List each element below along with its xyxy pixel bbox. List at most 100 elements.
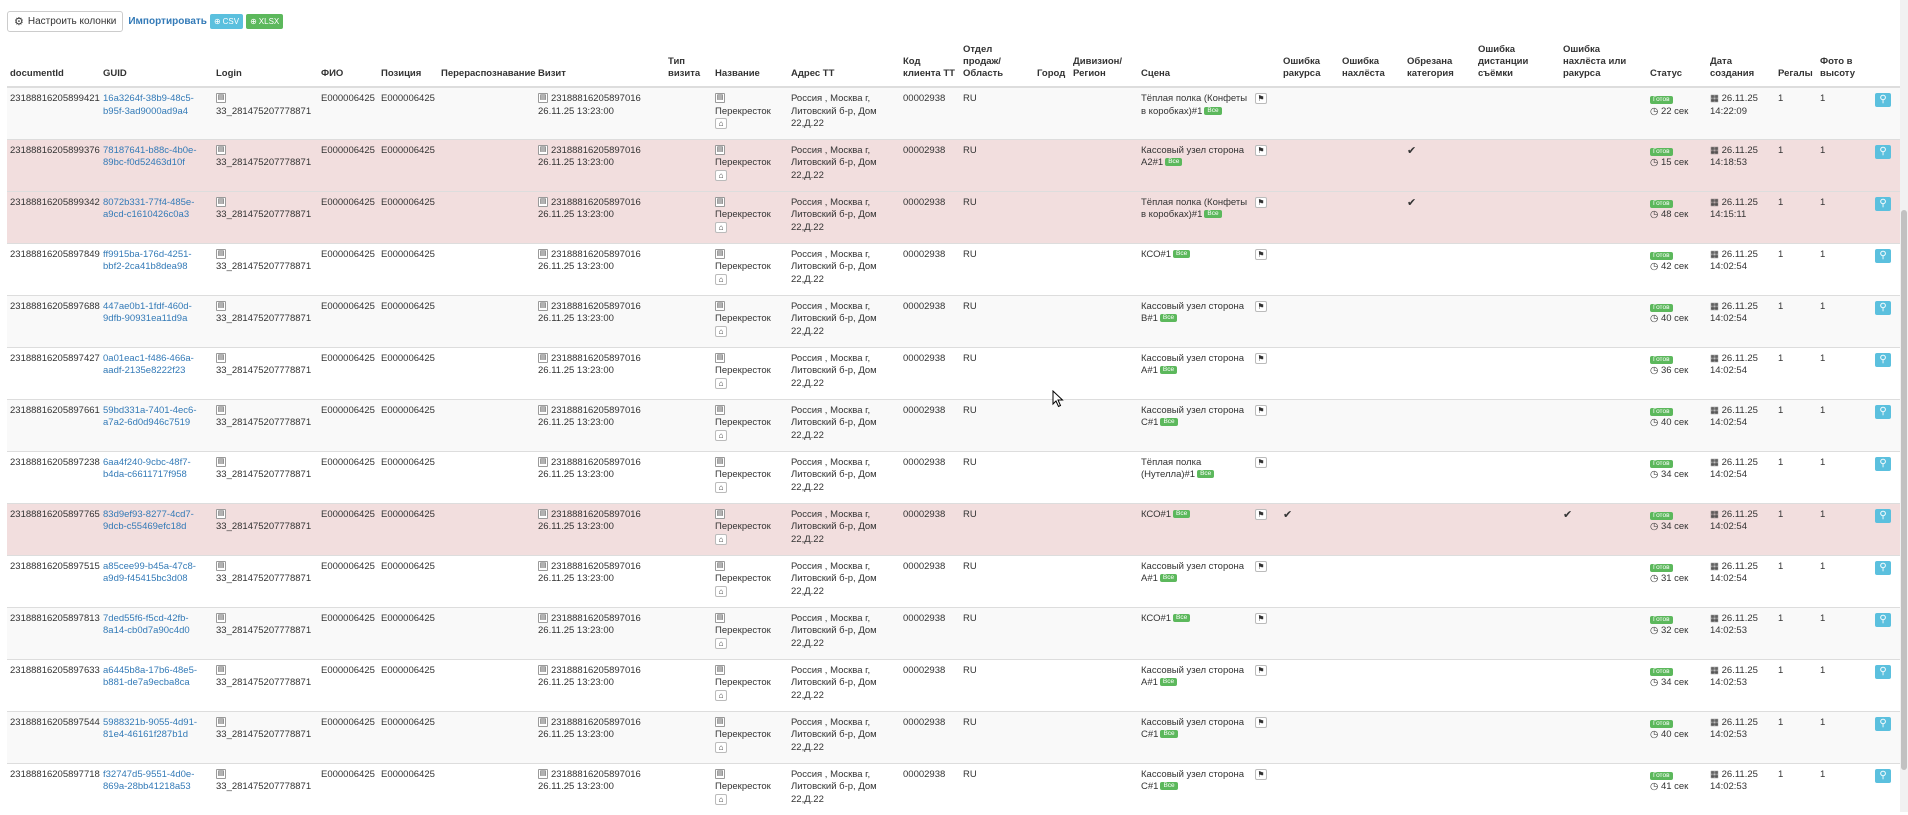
document-icon[interactable]: ▤: [216, 248, 226, 259]
document-icon[interactable]: ▤: [216, 196, 226, 207]
document-icon[interactable]: ▤: [715, 768, 725, 779]
search-icon[interactable]: ⚲: [1875, 196, 1891, 211]
search-icon[interactable]: ⚲: [1875, 352, 1891, 367]
flag-icon[interactable]: ⚑: [1255, 144, 1267, 156]
document-icon[interactable]: ▤: [538, 508, 548, 519]
column-header[interactable]: Визит: [535, 36, 665, 88]
home-icon[interactable]: ⌂: [715, 169, 727, 181]
document-icon[interactable]: ▤: [715, 456, 725, 467]
column-header[interactable]: Login: [213, 36, 318, 88]
column-header[interactable]: documentId: [7, 36, 100, 88]
table-row[interactable]: 23188816205899376 78187641-b88c-4b0e-89bc…: [7, 138, 1904, 191]
home-icon[interactable]: ⌂: [715, 221, 727, 233]
guid-link[interactable]: 78187641-b88c-4b0e-89bc-f0d52463d10f: [103, 144, 197, 169]
guid-link[interactable]: 83d9ef93-8277-4cd7-9dcb-c55469efc18d: [103, 508, 194, 533]
column-header[interactable]: Название: [712, 36, 788, 88]
guid-link[interactable]: 7ded55f6-f5cd-42fb-8a14-cb0d7a90c4d0: [103, 612, 190, 637]
column-header[interactable]: Дивизион/ Регион: [1070, 36, 1138, 88]
guid-link[interactable]: 8072b331-77f4-485e-a9cd-c1610426c0a3: [103, 196, 195, 221]
document-icon[interactable]: ▤: [216, 300, 226, 311]
search-icon[interactable]: ⚲: [1875, 300, 1891, 315]
flag-icon[interactable]: ⚑: [1255, 248, 1267, 260]
table-row[interactable]: 23188816205897849 ff9915ba-176d-4251-bbf2…: [7, 242, 1904, 295]
home-icon[interactable]: ⌂: [715, 585, 727, 597]
document-icon[interactable]: ▤: [538, 300, 548, 311]
table-row[interactable]: 23188816205897688 447ae0b1-1fdf-460d-9dfb…: [7, 294, 1904, 347]
document-icon[interactable]: ▤: [538, 664, 548, 675]
home-icon[interactable]: ⌂: [715, 793, 727, 805]
document-icon[interactable]: ▤: [538, 716, 548, 727]
guid-link[interactable]: a85cee99-b45a-47c8-a9d9-f45415bc3d08: [103, 560, 196, 585]
column-header[interactable]: Позиция: [378, 36, 438, 88]
flag-icon[interactable]: ⚑: [1255, 196, 1267, 208]
column-header[interactable]: Код клиента ТТ: [900, 36, 960, 88]
document-icon[interactable]: ▤: [715, 196, 725, 207]
document-icon[interactable]: ▤: [538, 404, 548, 415]
document-icon[interactable]: ▤: [715, 508, 725, 519]
document-icon[interactable]: ▤: [715, 560, 725, 571]
column-header[interactable]: Перераспознавание: [438, 36, 536, 88]
document-icon[interactable]: ▤: [216, 664, 226, 675]
home-icon[interactable]: ⌂: [715, 377, 727, 389]
scrollbar-thumb[interactable]: [1901, 210, 1907, 770]
column-header[interactable]: Статус: [1647, 36, 1707, 88]
search-icon[interactable]: ⚲: [1875, 560, 1891, 575]
column-header[interactable]: GUID: [100, 36, 213, 88]
column-header[interactable]: Ошибка нахлёста или ракурса: [1560, 36, 1647, 88]
flag-icon[interactable]: ⚑: [1255, 768, 1267, 780]
table-row[interactable]: 23188816205897238 6aa4f240-9cbc-48f7-b4da…: [7, 450, 1904, 503]
guid-link[interactable]: a6445b8a-17b6-48e5-b881-de7a9ecba8ca: [103, 664, 198, 689]
column-header[interactable]: Дата создания: [1707, 36, 1775, 88]
guid-link[interactable]: 5988321b-9055-4d91-81e4-46161f287b1d: [103, 716, 198, 741]
guid-link[interactable]: 59bd331a-7401-4ec6-a7a2-6d0d946c7519: [103, 404, 197, 429]
search-icon[interactable]: ⚲: [1875, 93, 1891, 107]
table-row[interactable]: 23188816205897633 a6445b8a-17b6-48e5-b881…: [7, 658, 1904, 711]
document-icon[interactable]: ▤: [538, 93, 548, 104]
home-icon[interactable]: ⌂: [715, 429, 727, 441]
document-icon[interactable]: ▤: [715, 612, 725, 623]
document-icon[interactable]: ▤: [216, 560, 226, 571]
guid-link[interactable]: 0a01eac1-f486-466a-aadf-2135e8222f23: [103, 352, 194, 377]
home-icon[interactable]: ⌂: [715, 741, 727, 753]
column-header[interactable]: Регалы: [1775, 36, 1817, 88]
document-icon[interactable]: ▤: [538, 612, 548, 623]
export-csv-button[interactable]: ⊕ CSV: [209, 14, 244, 29]
flag-icon[interactable]: ⚑: [1255, 404, 1267, 416]
vertical-scrollbar[interactable]: [1900, 0, 1908, 812]
home-icon[interactable]: ⌂: [715, 689, 727, 701]
table-row[interactable]: 23188816205897661 59bd331a-7401-4ec6-a7a2…: [7, 398, 1904, 451]
home-icon[interactable]: ⌂: [715, 533, 727, 545]
document-icon[interactable]: ▤: [216, 508, 226, 519]
home-icon[interactable]: ⌂: [715, 118, 727, 129]
search-icon[interactable]: ⚲: [1875, 664, 1891, 679]
column-header[interactable]: Отдел продаж/ Область: [960, 36, 1034, 88]
flag-icon[interactable]: ⚑: [1255, 508, 1267, 520]
search-icon[interactable]: ⚲: [1875, 456, 1891, 471]
home-icon[interactable]: ⌂: [715, 637, 727, 649]
document-icon[interactable]: ▤: [538, 768, 548, 779]
flag-icon[interactable]: ⚑: [1255, 300, 1267, 312]
column-header[interactable]: Ошибка нахлёста: [1339, 36, 1404, 88]
search-icon[interactable]: ⚲: [1875, 248, 1891, 263]
document-icon[interactable]: ▤: [216, 716, 226, 727]
document-icon[interactable]: ▤: [538, 196, 548, 207]
document-icon[interactable]: ▤: [715, 248, 725, 259]
column-header[interactable]: Тип визита: [665, 36, 712, 88]
home-icon[interactable]: ⌂: [715, 481, 727, 493]
document-icon[interactable]: ▤: [715, 404, 725, 415]
flag-icon[interactable]: ⚑: [1255, 560, 1267, 572]
guid-link[interactable]: 16a3264f-38b9-48c5-b95f-3ad9000ad9a4: [103, 93, 194, 117]
document-icon[interactable]: ▤: [216, 404, 226, 415]
guid-link[interactable]: f32747d5-9551-4d0e-869a-28bb41218a53: [103, 768, 195, 793]
column-header[interactable]: Обрезана категория: [1404, 36, 1475, 88]
table-row[interactable]: 23188816205899421 16a3264f-38b9-48c5-b95f…: [7, 86, 1904, 139]
document-icon[interactable]: ▤: [715, 300, 725, 311]
home-icon[interactable]: ⌂: [715, 273, 727, 285]
document-icon[interactable]: ▤: [715, 93, 725, 104]
guid-link[interactable]: 447ae0b1-1fdf-460d-9dfb-90931ea11d9a: [103, 300, 192, 325]
table-row[interactable]: 23188816205897813 7ded55f6-f5cd-42fb-8a14…: [7, 606, 1904, 659]
table-row[interactable]: 23188816205897544 5988321b-9055-4d91-81e4…: [7, 710, 1904, 763]
document-icon[interactable]: ▤: [715, 144, 725, 155]
table-row[interactable]: 23188816205899342 8072b331-77f4-485e-a9cd…: [7, 190, 1904, 243]
flag-icon[interactable]: ⚑: [1255, 456, 1267, 468]
